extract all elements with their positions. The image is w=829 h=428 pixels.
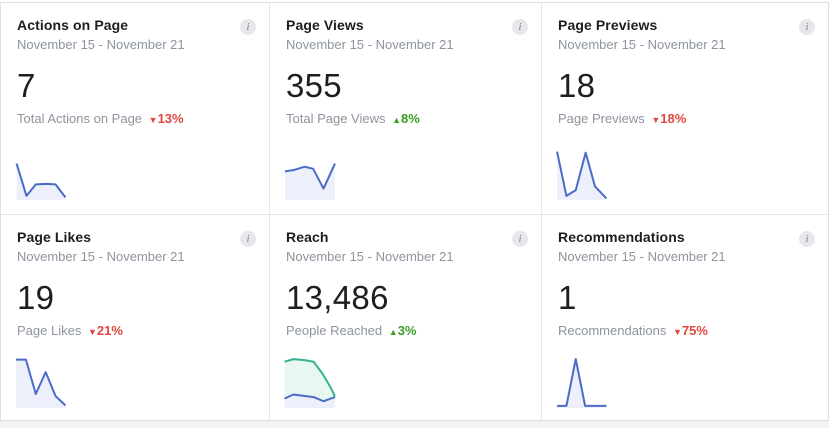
metric-label-text: Page Likes bbox=[17, 323, 82, 338]
card-page-likes[interactable]: Page Likes i November 15 - November 21 1… bbox=[1, 215, 270, 420]
delta-arrow-icon: ▼ bbox=[673, 327, 682, 337]
delta-badge: ▼21% bbox=[88, 323, 123, 338]
delta-badge: ▼18% bbox=[651, 111, 686, 126]
card-reach[interactable]: Reach i November 15 - November 21 13,486… bbox=[270, 215, 542, 420]
card-title: Recommendations bbox=[558, 229, 685, 245]
insights-summary-panel: Actions on Page i November 15 - November… bbox=[0, 2, 829, 421]
date-range: November 15 - November 21 bbox=[17, 249, 185, 264]
metric-label-text: Total Page Views bbox=[286, 111, 386, 126]
date-range: November 15 - November 21 bbox=[558, 37, 726, 52]
delta-arrow-icon: ▼ bbox=[148, 115, 158, 125]
metric-label-text: Page Previews bbox=[558, 111, 645, 126]
info-icon[interactable]: i bbox=[512, 231, 528, 247]
info-icon[interactable]: i bbox=[799, 231, 815, 247]
info-icon-glyph: i bbox=[805, 232, 809, 245]
metric-label: Page Previews ▼18% bbox=[558, 111, 812, 126]
sparkline-chart bbox=[15, 148, 67, 200]
card-title: Actions on Page bbox=[17, 17, 129, 33]
delta-arrow-icon: ▼ bbox=[651, 115, 661, 125]
info-icon-glyph: i bbox=[518, 20, 522, 33]
delta-percent: 21% bbox=[96, 323, 123, 338]
delta-percent: 3% bbox=[397, 323, 417, 338]
card-actions-on-page[interactable]: Actions on Page i November 15 - November… bbox=[1, 3, 270, 215]
date-range: November 15 - November 21 bbox=[17, 37, 185, 52]
sparkline-chart bbox=[284, 356, 336, 408]
delta-badge: ▲8% bbox=[392, 111, 420, 126]
info-icon-glyph: i bbox=[805, 20, 809, 33]
metric-label-text: People Reached bbox=[286, 323, 383, 338]
page-background-band bbox=[0, 421, 829, 428]
metric-value: 13,486 bbox=[286, 279, 389, 316]
card-title: Page Likes bbox=[17, 229, 92, 245]
delta-arrow-icon: ▲ bbox=[392, 115, 402, 125]
delta-badge: ▼13% bbox=[149, 111, 184, 126]
metric-value: 355 bbox=[286, 67, 342, 104]
delta-percent: 75% bbox=[681, 323, 708, 338]
card-title: Page Previews bbox=[558, 17, 658, 33]
metric-label: Total Actions on Page ▼13% bbox=[17, 111, 253, 126]
metric-label: Total Page Views ▲8% bbox=[286, 111, 525, 126]
info-icon[interactable]: i bbox=[240, 231, 256, 247]
info-icon-glyph: i bbox=[518, 232, 522, 245]
metric-label-text: Recommendations bbox=[558, 323, 667, 338]
delta-arrow-icon: ▲ bbox=[388, 327, 398, 337]
metric-value: 1 bbox=[558, 279, 577, 316]
card-title: Page Views bbox=[286, 17, 364, 33]
sparkline-chart bbox=[15, 356, 67, 408]
date-range: November 15 - November 21 bbox=[286, 37, 454, 52]
delta-percent: 8% bbox=[401, 111, 420, 126]
metric-label-text: Total Actions on Page bbox=[17, 111, 143, 126]
sparkline-chart bbox=[556, 148, 608, 200]
card-page-views[interactable]: Page Views i November 15 - November 21 3… bbox=[270, 3, 542, 215]
delta-badge: ▼75% bbox=[673, 323, 708, 338]
card-page-previews[interactable]: Page Previews i November 15 - November 2… bbox=[542, 3, 828, 215]
sparkline-chart bbox=[557, 356, 607, 408]
delta-percent: 13% bbox=[157, 111, 184, 126]
metric-label: People Reached ▲3% bbox=[286, 323, 525, 338]
metric-value: 19 bbox=[17, 279, 55, 316]
date-range: November 15 - November 21 bbox=[558, 249, 726, 264]
delta-percent: 18% bbox=[660, 111, 687, 126]
metric-value: 18 bbox=[558, 67, 596, 104]
delta-badge: ▲3% bbox=[389, 323, 417, 338]
metric-value: 7 bbox=[17, 67, 36, 104]
sparkline-chart bbox=[284, 148, 336, 200]
info-icon[interactable]: i bbox=[240, 19, 256, 35]
card-title: Reach bbox=[286, 229, 329, 245]
card-recommendations[interactable]: Recommendations i November 15 - November… bbox=[542, 215, 828, 420]
date-range: November 15 - November 21 bbox=[286, 249, 454, 264]
info-icon-glyph: i bbox=[246, 20, 250, 33]
metric-label: Recommendations ▼75% bbox=[558, 323, 812, 338]
info-icon-glyph: i bbox=[246, 232, 250, 245]
info-icon[interactable]: i bbox=[512, 19, 528, 35]
delta-arrow-icon: ▼ bbox=[87, 327, 97, 337]
info-icon[interactable]: i bbox=[799, 19, 815, 35]
metric-label: Page Likes ▼21% bbox=[17, 323, 253, 338]
